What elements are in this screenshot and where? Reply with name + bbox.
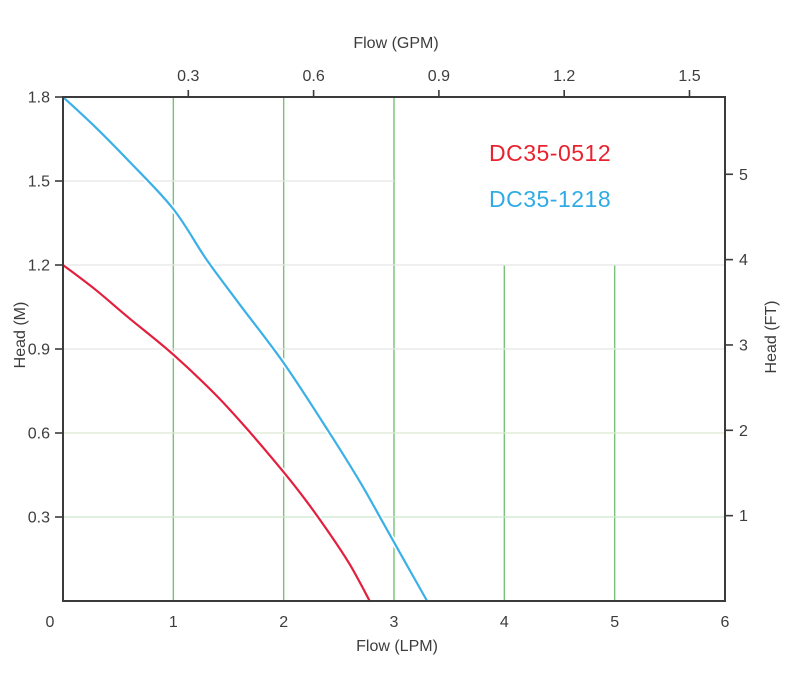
left-axis-title: Head (M) — [12, 301, 29, 369]
right-axis-title: Head (FT) — [763, 300, 780, 374]
bottom-tick-label: 1 — [169, 614, 178, 631]
bottom-tick-label: 2 — [279, 614, 288, 631]
bottom-tick-label: 6 — [721, 614, 730, 631]
right-tick-label: 4 — [739, 252, 748, 269]
right-tick-label: 1 — [739, 508, 748, 525]
left-tick-label: 0.6 — [28, 426, 50, 443]
top-tick-label: 1.2 — [553, 68, 575, 85]
top-tick-label: 0.3 — [177, 68, 199, 85]
legend-item-dc35-0512: DC35-0512 — [489, 139, 611, 168]
top-tick-label: 1.5 — [678, 68, 700, 85]
bottom-tick-label: 5 — [610, 614, 619, 631]
left-tick-label: 0.3 — [28, 510, 50, 527]
right-tick-label: 5 — [739, 167, 748, 184]
right-tick-label: 3 — [739, 337, 748, 354]
series-curve-dc35-1218 — [61, 95, 429, 603]
bottom-tick-label: 4 — [500, 614, 509, 631]
legend-label: DC35-1218 — [489, 186, 612, 212]
right-tick-label: 2 — [739, 423, 748, 440]
legend: DC35-0512 DC35-1218 — [489, 139, 612, 214]
legend-label: DC35-0512 — [489, 140, 612, 166]
bottom-tick-label: 3 — [390, 614, 399, 631]
top-axis-title: Flow (GPM) — [353, 35, 439, 52]
top-tick-label: 0.9 — [428, 68, 450, 85]
axis-spines — [62, 96, 726, 602]
top-tick-label: 0.6 — [302, 68, 324, 85]
left-tick-label: 1.5 — [28, 174, 50, 191]
bottom-tick-label: 0 — [46, 614, 55, 631]
bottom-axis-title: Flow (LPM) — [356, 638, 438, 655]
series-curve-dc35-0512 — [61, 263, 371, 603]
left-tick-label: 1.2 — [28, 258, 50, 275]
left-tick-label: 0.9 — [28, 342, 50, 359]
left-tick-label: 1.8 — [28, 90, 50, 107]
legend-item-dc35-1218: DC35-1218 — [489, 185, 611, 214]
